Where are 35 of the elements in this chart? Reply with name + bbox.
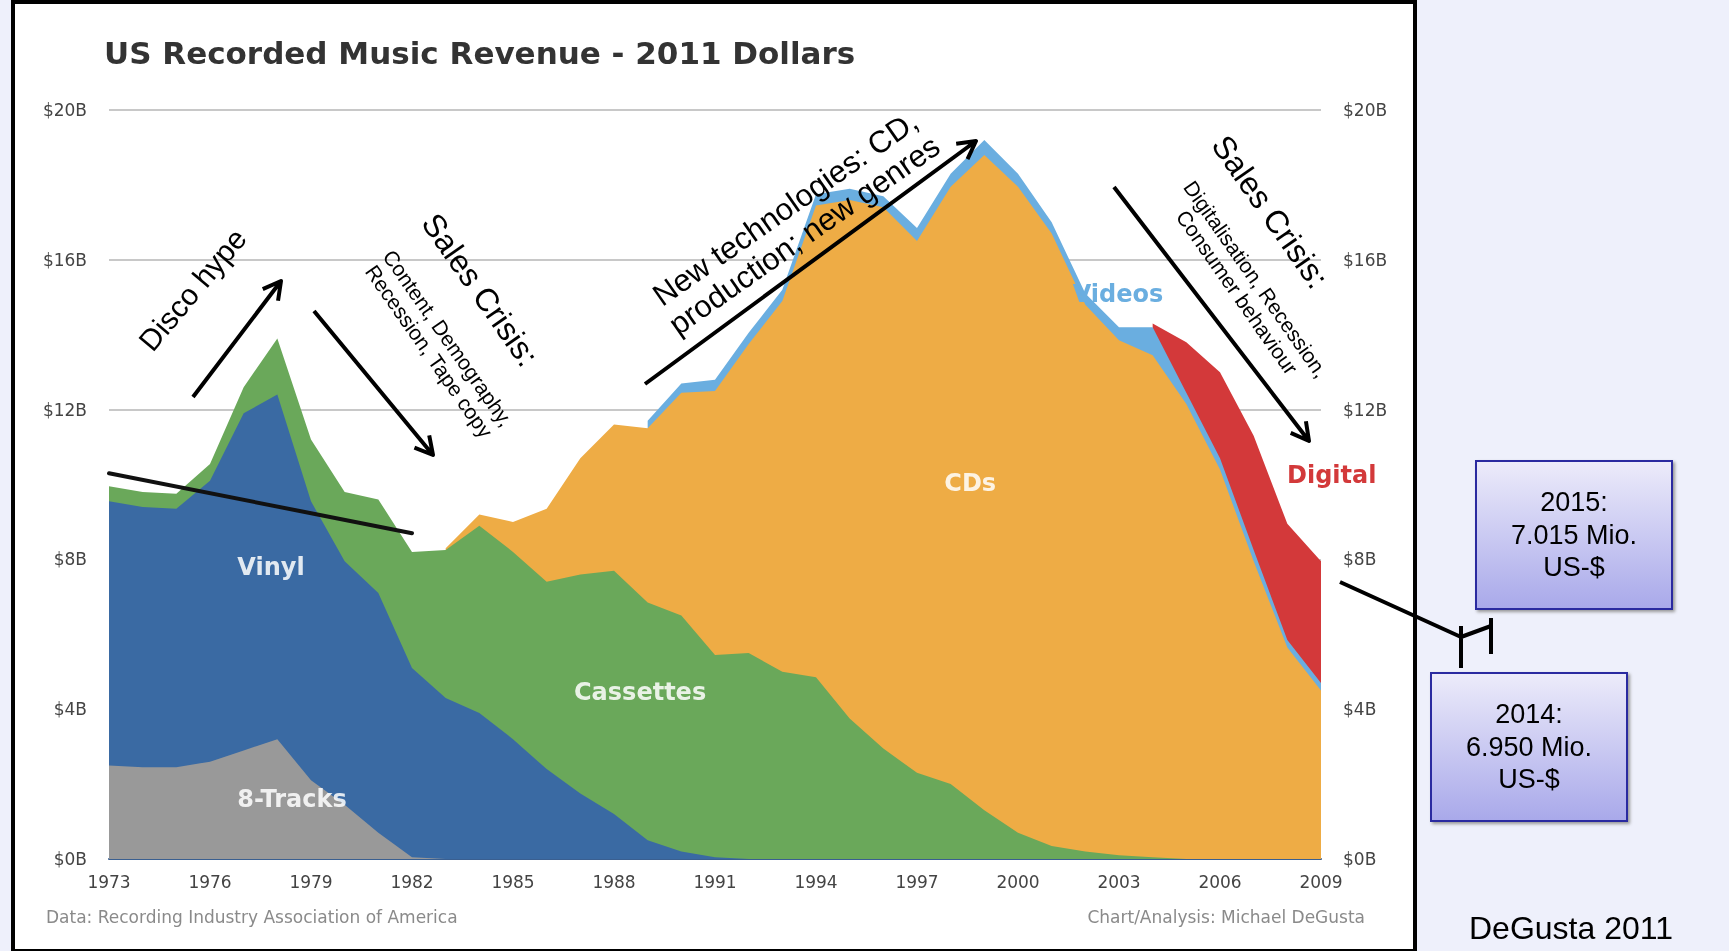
y2-tick-label: $12B xyxy=(1343,399,1388,420)
text: Data: Recording Industry Association of America xyxy=(46,907,458,927)
y-tick-label: $12B xyxy=(42,399,87,420)
x-tick-label: 1985 xyxy=(491,871,535,892)
x-tick-label: 1982 xyxy=(390,871,434,892)
y2-tick-label: $16B xyxy=(1343,249,1388,270)
x-tick-label: 2000 xyxy=(996,871,1040,892)
y-tick-label: $0B xyxy=(53,849,87,869)
series-label: Vinyl xyxy=(237,552,305,581)
series-label: Digital xyxy=(1287,461,1377,490)
y2-tick-label: $0B xyxy=(1343,849,1377,869)
text: Chart/Analysis: Michael DeGusta xyxy=(1087,907,1365,927)
y-tick-label: $20B xyxy=(42,100,87,120)
text: 2015: 7.015 Mio. US-$ xyxy=(1475,460,1673,610)
x-tick-label: 1979 xyxy=(289,871,333,892)
y2-tick-label: $8B xyxy=(1343,549,1377,570)
x-tick-label: 1976 xyxy=(188,871,232,892)
y2-tick-label: $4B xyxy=(1343,699,1377,720)
x-tick-label: 1994 xyxy=(794,871,838,892)
text: DeGusta 2011 xyxy=(1469,909,1673,946)
x-tick-label: 2003 xyxy=(1097,871,1141,892)
x-tick-label: 1997 xyxy=(895,871,939,892)
series-label: Cassettes xyxy=(574,678,707,707)
x-tick-label: 2006 xyxy=(1198,871,1242,892)
y-tick-label: $16B xyxy=(42,249,87,270)
y2-tick-label: $20B xyxy=(1343,100,1388,120)
text: 2014: 6.950 Mio. US-$ xyxy=(1430,672,1628,822)
x-tick-label: 2009 xyxy=(1299,871,1343,892)
chart-title: US Recorded Music Revenue - 2011 Dollars xyxy=(104,34,856,71)
y-tick-label: $4B xyxy=(53,699,87,720)
x-tick-label: 1991 xyxy=(693,871,737,892)
x-tick-label: 1988 xyxy=(592,871,636,892)
series-label: CDs xyxy=(944,468,997,497)
x-tick-label: 1973 xyxy=(87,871,131,892)
y-tick-label: $8B xyxy=(53,549,87,570)
